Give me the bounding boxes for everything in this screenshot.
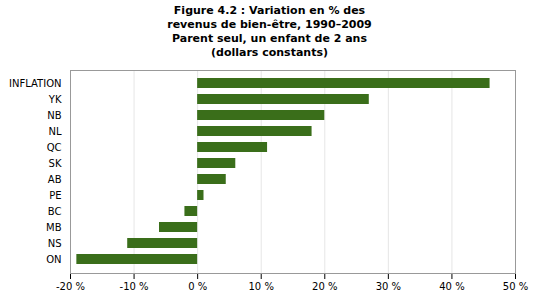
svg-text:YK: YK (48, 94, 62, 105)
svg-text:0 %: 0 % (188, 281, 207, 292)
svg-text:NB: NB (47, 110, 61, 121)
svg-text:ON: ON (46, 254, 61, 265)
html-text:Figure 4.2 : Variation en % de: Figure 4.2 : Variation en % des revenus … (167, 4, 372, 59)
svg-text:NS: NS (48, 238, 62, 249)
svg-text:AB: AB (48, 174, 62, 185)
svg-text:INFLATION: INFLATION (9, 78, 61, 89)
svg-text:MB: MB (46, 222, 62, 233)
svg-text:20 %: 20 % (312, 281, 337, 292)
svg-text:BC: BC (48, 206, 62, 217)
svg-text:30 %: 30 % (376, 281, 401, 292)
svg-text:40 %: 40 % (439, 281, 464, 292)
svg-text:50 %: 50 % (503, 281, 528, 292)
svg-text:QC: QC (47, 142, 62, 153)
svg-text:PE: PE (49, 190, 61, 201)
svg-text:-10 %: -10 % (120, 281, 149, 292)
svg-text:SK: SK (49, 158, 62, 169)
svg-text:-20 %: -20 % (56, 281, 85, 292)
svg-text:10 %: 10 % (249, 281, 274, 292)
svg-text:NL: NL (48, 126, 61, 137)
